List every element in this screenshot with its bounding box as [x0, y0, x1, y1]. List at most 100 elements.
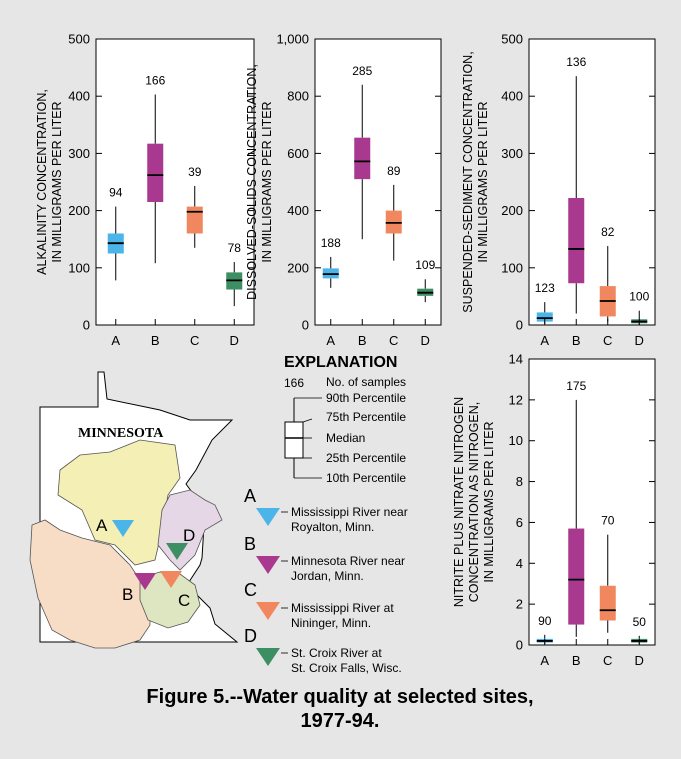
figure-caption-line2: 1977-94.	[301, 710, 380, 732]
map-letter-c: C	[178, 591, 190, 610]
site-name: St. Croix River at	[291, 646, 382, 660]
site-name: Mississippi River at	[291, 601, 394, 615]
legend-label-75: 75th Percentile	[326, 410, 406, 424]
y-tick-label: 400	[68, 89, 90, 104]
y-axis-label: DISSOLVED-SOLIDS CONCENTRATION, IN MILLI…	[245, 64, 274, 300]
x-tick-label: B	[151, 333, 160, 348]
y-tick-label: 300	[501, 146, 523, 161]
y-tick-label: 600	[287, 146, 309, 161]
y-tick-label: 800	[287, 89, 309, 104]
y-tick-label: 0	[302, 318, 309, 333]
y-ticks: 0 200 400 600 800 1,000	[276, 32, 441, 333]
x-tick-label: D	[635, 653, 644, 668]
x-tick-label: B	[572, 653, 581, 668]
minnesota-map: MINNESOTA A B C D	[29, 371, 239, 649]
sample-count-label: 100	[629, 290, 649, 304]
site-location: Nininger, Minn.	[291, 616, 371, 630]
y-tick-label: 500	[501, 32, 523, 47]
explanation-legend: EXPLANATION 166 No. of samples 90th Perc…	[284, 354, 406, 485]
site-location: St. Croix Falls, Wisc.	[291, 661, 402, 675]
map-letter-b: B	[122, 585, 133, 604]
legend-label-90: 90th Percentile	[326, 391, 406, 405]
boxes: 94 166 39 78	[107, 73, 243, 307]
box-b	[568, 198, 585, 284]
y-tick-label: 4	[516, 556, 523, 571]
y-tick-label: 100	[501, 260, 523, 275]
box-c	[599, 585, 616, 621]
y-tick-label: 400	[501, 89, 523, 104]
sample-count-label: 175	[566, 379, 586, 393]
sample-count-label: 94	[109, 186, 123, 200]
site-letter: C	[244, 580, 257, 600]
x-tick-label: A	[540, 333, 549, 348]
site-entry-c: C Mississippi River at Nininger, Minn.	[244, 580, 394, 630]
sample-count-label: 70	[601, 514, 615, 528]
site-letter: B	[244, 534, 256, 554]
x-tick-label: B	[572, 333, 581, 348]
y-label-line2: IN MILLIGRAMS PER LITER	[476, 101, 490, 262]
sample-count-label: 78	[228, 241, 242, 255]
y-tick-label: 12	[509, 392, 523, 407]
map-marker-b	[134, 573, 156, 590]
legend-label-25: 25th Percentile	[326, 451, 406, 465]
sample-count-label: 89	[387, 164, 401, 178]
x-tick-label: B	[358, 333, 367, 348]
x-tick-label: A	[111, 333, 120, 348]
y-tick-label: 200	[501, 203, 523, 218]
map-letter-d: D	[183, 526, 195, 545]
map-marker-d	[166, 543, 188, 560]
y-tick-label: 6	[516, 515, 523, 530]
y-axis-label: SUSPENDED-SEDIMENT CONCENTRATION, IN MIL…	[461, 51, 490, 312]
site-marker	[256, 602, 280, 620]
y-label-line2: IN MILLIGRAMS PER LITER	[260, 101, 274, 262]
y-tick-label: 2	[516, 597, 523, 612]
dissolved-solids-chart: DISSOLVED-SOLIDS CONCENTRATION, IN MILLI…	[245, 32, 442, 348]
legend-label-median: Median	[326, 431, 365, 445]
site-name: Mississippi River near	[291, 505, 408, 519]
x-ticks: A B C D	[326, 319, 430, 348]
site-letter: D	[244, 626, 257, 646]
site-location: Jordan, Minn.	[291, 569, 364, 583]
site-letter: A	[244, 486, 256, 506]
y-label-line2: CONCENTRATION AS NITROGEN,	[467, 402, 481, 602]
y-ticks: 0 2 4 6 8 10 12 14	[509, 352, 655, 653]
box-a	[536, 312, 553, 322]
y-tick-label: 0	[516, 638, 523, 653]
y-tick-label: 300	[68, 146, 90, 161]
plot-area	[528, 358, 656, 646]
leader-75	[302, 418, 313, 423]
y-label-line2: IN MILLIGRAMS PER LITER	[50, 101, 64, 262]
y-tick-label: 200	[287, 260, 309, 275]
site-location: Royalton, Minn.	[291, 520, 374, 534]
box-b	[147, 143, 164, 203]
sample-count-label: 285	[352, 64, 372, 78]
sample-count-label: 39	[188, 165, 202, 179]
sample-count-label: 90	[538, 614, 552, 628]
boxes: 188 285 89 109	[321, 64, 436, 303]
box-b	[568, 528, 585, 625]
x-tick-label: C	[603, 653, 612, 668]
x-ticks: A B C D	[540, 319, 644, 348]
boxes: 123 136 82 100	[535, 55, 650, 325]
sample-count-label: 188	[321, 236, 341, 250]
y-label-line1: ALKALINITY CONCENTRATION,	[35, 89, 49, 275]
legend-label-10: 10th Percentile	[326, 471, 406, 485]
legend-label-samples: No. of samples	[326, 375, 406, 389]
site-marker	[256, 648, 280, 666]
plot-area	[314, 38, 442, 326]
y-tick-label: 14	[509, 352, 523, 367]
map-marker-a	[112, 520, 134, 537]
y-ticks: 0 100 200 300 400 500	[501, 32, 655, 333]
legend-sample-count: 166	[284, 376, 304, 390]
nitrite-nitrate-chart: NITRITE PLUS NITRATE NITROGEN CONCENTRAT…	[452, 352, 656, 668]
x-tick-label: C	[603, 333, 612, 348]
alkalinity-chart: ALKALINITY CONCENTRATION, IN MILLIGRAMS …	[35, 32, 255, 348]
x-tick-label: A	[540, 653, 549, 668]
sample-count-label: 109	[415, 258, 435, 272]
site-entry-d: D St. Croix River at St. Croix Falls, Wi…	[244, 626, 402, 675]
y-tick-label: 0	[83, 318, 90, 333]
site-name: Minnesota River near	[291, 554, 405, 568]
y-tick-label: 400	[287, 203, 309, 218]
y-axis-label: ALKALINITY CONCENTRATION, IN MILLIGRAMS …	[35, 89, 64, 275]
